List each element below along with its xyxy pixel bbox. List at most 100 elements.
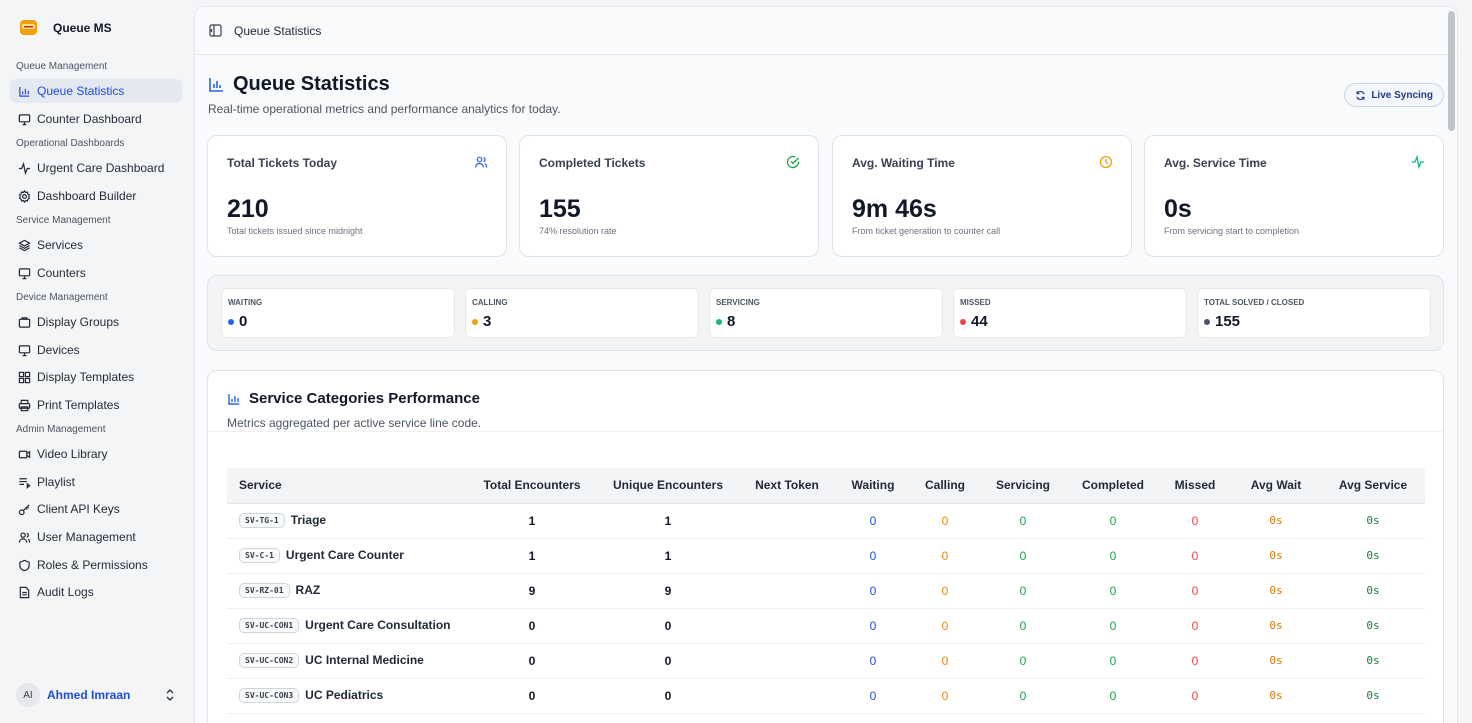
cell-unique: 0 <box>664 618 672 633</box>
cell-total: 1 <box>528 548 536 563</box>
cell-completed: 0 <box>1109 688 1117 703</box>
cell-avg-service: 0s <box>1366 584 1380 597</box>
sidebar-item-label: Audit Logs <box>37 585 94 599</box>
status-dot <box>960 318 966 325</box>
section-operational-dashboards: Operational Dashboards <box>16 138 125 149</box>
sidebar-item-queue-statistics[interactable]: Queue Statistics <box>10 79 182 103</box>
cell-service: SV-UC-CON3 UC Pediatrics <box>227 678 467 713</box>
col-next-token[interactable]: Next Token <box>739 468 835 504</box>
status-dot <box>228 318 234 325</box>
cell-service: SV-TG-1 Triage <box>227 503 467 538</box>
sidebar-item-label: Playlist <box>37 475 76 489</box>
user-menu[interactable]: AI Ahmed Imraan <box>16 682 178 708</box>
sidebar-item-urgent-care-dashboard[interactable]: Urgent Care Dashboard <box>10 156 182 180</box>
chevrons-up-down-icon <box>166 689 174 701</box>
col-service[interactable]: Service <box>227 468 467 504</box>
service-name: Triage <box>290 512 327 527</box>
cell-unique: 1 <box>664 513 672 528</box>
col-avg-wait[interactable]: Avg Wait <box>1231 468 1321 504</box>
card-subtitle: From ticket generation to counter call <box>852 226 1001 236</box>
table-row[interactable]: SV-UC-CON2 UC Internal Medicine 0 0 0 0 0 0 0 0s 0… <box>227 643 1425 678</box>
folder-icon <box>17 315 31 329</box>
col-servicing[interactable]: Servicing <box>979 468 1067 504</box>
col-avg-service[interactable]: Avg Service <box>1321 468 1425 504</box>
cell-avg-wait: 0s <box>1269 584 1283 597</box>
col-total-encounters[interactable]: Total Encounters <box>467 468 597 504</box>
card-avg-waiting-time: Avg. Waiting Time 9m 46s From ticket gen… <box>832 135 1132 257</box>
sidebar: Queue MS Queue Management Queue Statisti… <box>0 0 194 723</box>
sidebar-item-services[interactable]: Services <box>10 233 182 257</box>
sidebar-item-counter-dashboard[interactable]: Counter Dashboard <box>10 107 182 131</box>
stat-calling: CALLING 3 <box>465 288 699 338</box>
sidebar-item-playlist[interactable]: Playlist <box>10 470 182 494</box>
card-title: Avg. Waiting Time <box>852 156 955 170</box>
card-completed-tickets: Completed Tickets 155 74% resolution rat… <box>519 135 819 257</box>
video-icon <box>17 447 31 461</box>
col-completed[interactable]: Completed <box>1067 468 1159 504</box>
cell-avg-wait: 0s <box>1269 549 1283 562</box>
sidebar-item-dashboard-builder[interactable]: Dashboard Builder <box>10 184 182 208</box>
logo-icon <box>20 20 37 35</box>
scrollbar[interactable] <box>1448 11 1455 131</box>
sidebar-item-video-library[interactable]: Video Library <box>10 442 182 466</box>
cell-missed: 0 <box>1191 653 1199 668</box>
sidebar-toggle-icon[interactable] <box>209 24 222 37</box>
sidebar-item-label: Queue Statistics <box>37 84 125 98</box>
cell-waiting: 0 <box>869 618 877 633</box>
service-code-badge: SV-UC-CON2 <box>239 653 300 669</box>
col-missed[interactable]: Missed <box>1159 468 1231 504</box>
sidebar-item-client-api-keys[interactable]: Client API Keys <box>10 497 182 521</box>
sidebar-item-user-management[interactable]: User Management <box>10 525 182 549</box>
table-row[interactable]: SV-RZ-01 RAZ 9 9 0 0 0 0 0 0s 0s <box>227 573 1425 608</box>
table-row[interactable]: SV-TG-1 Triage 1 1 0 0 0 0 0 0s 0s <box>227 503 1425 538</box>
brand[interactable]: Queue MS <box>18 17 112 38</box>
sidebar-item-label: Devices <box>37 343 80 357</box>
col-calling[interactable]: Calling <box>911 468 979 504</box>
card-subtitle: 74% resolution rate <box>539 226 617 236</box>
service-name: UC Internal Medicine <box>305 652 424 667</box>
sidebar-item-roles-permissions[interactable]: Roles & Permissions <box>10 553 182 577</box>
sidebar-item-devices[interactable]: Devices <box>10 338 182 362</box>
cell-avg-service: 0s <box>1366 689 1380 702</box>
table-row[interactable]: SV-C-1 Urgent Care Counter 1 1 0 0 0 0 0 0s 0s <box>227 538 1425 573</box>
col-waiting[interactable]: Waiting <box>835 468 911 504</box>
user-name: Ahmed Imraan <box>47 688 131 702</box>
table-row[interactable]: SV-UC-CON3 UC Pediatrics 0 0 0 0 0 0 0 0s 0s <box>227 678 1425 713</box>
divider <box>208 431 1443 432</box>
sidebar-item-label: Display Templates <box>37 370 135 384</box>
sidebar-item-display-templates[interactable]: Display Templates <box>10 365 182 389</box>
sidebar-item-label: User Management <box>37 530 136 544</box>
cell-total: 9 <box>528 583 536 598</box>
panel-heading: Service Categories Performance <box>249 390 480 407</box>
check-circle-icon <box>786 155 800 169</box>
layers-icon <box>17 238 31 252</box>
monitor-icon <box>17 343 31 357</box>
live-syncing-button[interactable]: Live Syncing <box>1344 83 1444 107</box>
status-dot <box>472 318 478 325</box>
card-title: Completed Tickets <box>539 156 646 170</box>
status-dot <box>716 318 722 325</box>
sidebar-item-label: Video Library <box>37 447 108 461</box>
sidebar-item-label: Counters <box>37 266 86 280</box>
table-row[interactable]: SV-UC-CON1 Urgent Care Consultation 0 0 0 0 0 0… <box>227 608 1425 643</box>
monitor-icon <box>17 266 31 280</box>
section-queue-management: Queue Management <box>16 61 108 72</box>
cell-avg-wait: 0s <box>1269 689 1283 702</box>
col-unique-encounters[interactable]: Unique Encounters <box>597 468 739 504</box>
cell-calling: 0 <box>941 548 949 563</box>
service-code-badge: SV-C-1 <box>239 548 280 564</box>
cell-waiting: 0 <box>869 583 877 598</box>
sidebar-item-display-groups[interactable]: Display Groups <box>10 310 182 334</box>
sidebar-item-print-templates[interactable]: Print Templates <box>10 393 182 417</box>
service-code-badge: SV-UC-CON1 <box>239 618 300 634</box>
cell-next-token <box>739 643 835 678</box>
cell-completed: 0 <box>1109 653 1117 668</box>
cell-calling: 0 <box>941 618 949 633</box>
sidebar-item-audit-logs[interactable]: Audit Logs <box>10 580 182 604</box>
sidebar-item-counters[interactable]: Counters <box>10 261 182 285</box>
key-icon <box>17 502 31 516</box>
service-performance-panel: Service Categories Performance Metrics a… <box>207 370 1444 723</box>
section-service-management: Service Management <box>16 215 111 226</box>
breadcrumb: Queue Statistics <box>234 23 322 38</box>
cell-missed: 0 <box>1191 618 1199 633</box>
